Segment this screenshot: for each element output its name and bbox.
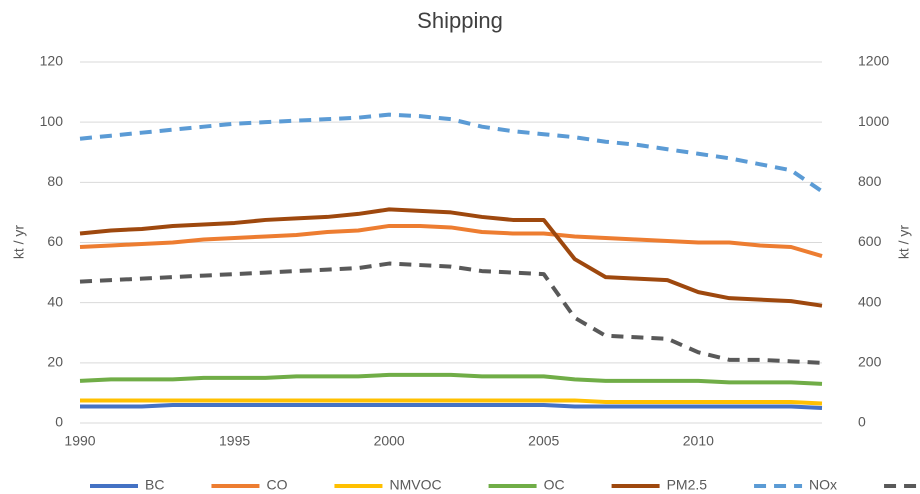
y-tick-label: 80 [47, 173, 63, 189]
series-line [79, 112, 824, 194]
chart-title: Shipping [417, 8, 503, 33]
series-line [79, 261, 823, 365]
y2-tick-label: 800 [858, 173, 882, 189]
x-tick-label: 1990 [64, 433, 95, 449]
x-tick-label: 2000 [374, 433, 405, 449]
series-line [79, 223, 823, 258]
legend-label: PM2.5 [667, 477, 708, 493]
legend-label: BC [145, 477, 164, 493]
legend-label: CO [266, 477, 287, 493]
y-tick-label: 60 [47, 233, 63, 249]
y-tick-label: 0 [55, 414, 63, 430]
legend-label: NOx [809, 477, 837, 493]
y2-axis-label: kt / yr [896, 225, 912, 260]
y-tick-label: 40 [47, 293, 63, 309]
y2-tick-label: 200 [858, 354, 882, 370]
y2-tick-label: 400 [858, 293, 882, 309]
series-line [79, 207, 823, 308]
y-tick-label: 20 [47, 354, 63, 370]
y-axis-label: kt / yr [11, 225, 27, 260]
y2-tick-label: 1200 [858, 53, 889, 69]
y2-tick-label: 600 [858, 233, 882, 249]
y2-tick-label: 1000 [858, 113, 889, 129]
series-line [80, 402, 823, 410]
x-tick-label: 1995 [219, 433, 250, 449]
x-tick-label: 2010 [683, 433, 714, 449]
y-tick-label: 120 [40, 53, 64, 69]
legend-label: OC [544, 477, 565, 493]
y2-tick-label: 0 [858, 414, 866, 430]
series-line [80, 398, 823, 406]
series-line [79, 372, 823, 386]
legend-label: NMVOC [389, 477, 441, 493]
y-tick-label: 100 [40, 113, 64, 129]
x-tick-label: 2005 [528, 433, 559, 449]
